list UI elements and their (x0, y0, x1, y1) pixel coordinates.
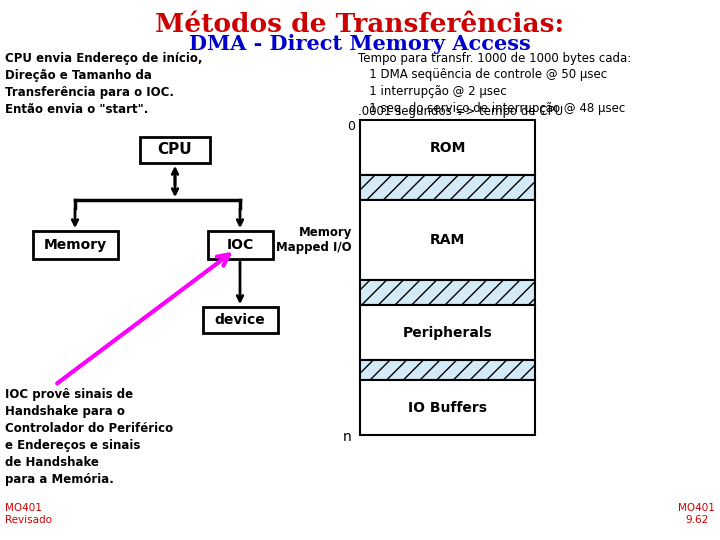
Bar (360, 380, 535, 435)
Text: MO401
9.62: MO401 9.62 (678, 503, 715, 525)
Text: Métodos de Transferências:: Métodos de Transferências: (156, 12, 564, 37)
Text: MO401
Revisado: MO401 Revisado (5, 503, 52, 525)
Bar (360, 200, 535, 280)
Text: IOC: IOC (226, 238, 253, 252)
Text: ROM: ROM (429, 140, 466, 154)
Text: RAM: RAM (430, 233, 465, 247)
Text: 0: 0 (347, 120, 355, 133)
Text: 1 DMA seqüência de controle @ 50 μsec
   1 interrupção @ 2 μsec
   1 seq. do ser: 1 DMA seqüência de controle @ 50 μsec 1 … (358, 68, 625, 115)
Bar (360, 120, 535, 175)
Text: DMA - Direct Memory Access: DMA - Direct Memory Access (189, 34, 531, 54)
Bar (360, 280, 535, 305)
Text: Peripherals: Peripherals (402, 326, 492, 340)
Text: .0001 segundos => tempo de CPU: .0001 segundos => tempo de CPU (358, 105, 563, 118)
Text: CPU envia Endereço de início,
Direção e Tamanho da
Transferência para o IOC.
Ent: CPU envia Endereço de início, Direção e … (5, 52, 202, 116)
Text: device: device (215, 313, 266, 327)
Bar (360, 305, 535, 360)
Bar (140, 137, 210, 163)
Text: CPU: CPU (158, 143, 192, 158)
Bar (202, 307, 277, 333)
Text: IOC provê sinais de
Handshake para o
Controlador do Periférico
e Endereços e sin: IOC provê sinais de Handshake para o Con… (5, 388, 173, 486)
Bar (360, 175, 535, 200)
Text: n: n (343, 430, 352, 444)
Bar (32, 231, 117, 259)
Text: IO Buffers: IO Buffers (408, 401, 487, 415)
Text: Tempo para transfr. 1000 de 1000 bytes cada:: Tempo para transfr. 1000 de 1000 bytes c… (358, 52, 631, 65)
Bar (360, 360, 535, 380)
Bar (207, 231, 272, 259)
Text: Memory: Memory (43, 238, 107, 252)
Text: Memory
Mapped I/O: Memory Mapped I/O (276, 226, 352, 254)
